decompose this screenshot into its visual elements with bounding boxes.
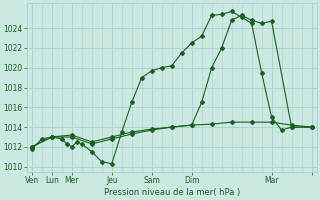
X-axis label: Pression niveau de la mer( hPa ): Pression niveau de la mer( hPa ) [104, 188, 240, 197]
